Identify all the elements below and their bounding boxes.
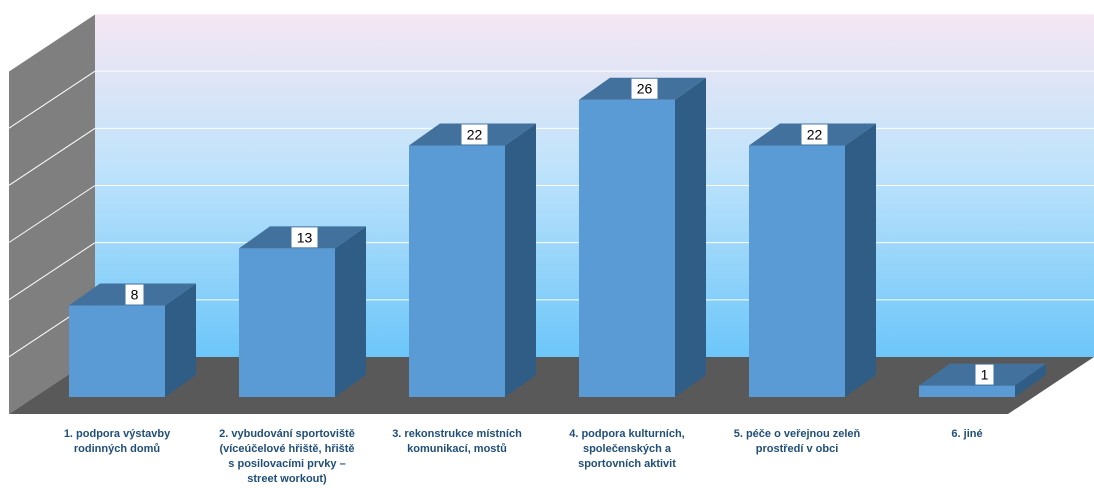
- bar-side: [335, 226, 366, 397]
- data-label-box: [461, 124, 488, 145]
- gridline-side: [8, 70, 96, 129]
- data-label-text: 13: [297, 229, 313, 245]
- gridline-side: [8, 13, 96, 72]
- gridline-side: [8, 242, 96, 301]
- data-label-text: 26: [637, 81, 653, 97]
- x-tick-label: 1. podpora výstavby rodinných domů: [63, 428, 171, 455]
- bar-side: [675, 77, 706, 397]
- bar-side: [505, 123, 536, 397]
- data-label: 26: [631, 78, 658, 99]
- bar: [749, 123, 876, 397]
- data-label-text: 22: [467, 126, 483, 142]
- bar: [409, 123, 536, 397]
- data-label: 22: [461, 124, 488, 145]
- bar-front: [579, 99, 675, 397]
- bar: [579, 77, 706, 397]
- x-tick-label: 6. jiné: [951, 428, 983, 440]
- data-label-text: 1: [981, 367, 989, 383]
- bar: [239, 226, 366, 397]
- data-label: 1: [975, 364, 994, 385]
- bar-side: [845, 123, 876, 397]
- data-label-box: [291, 227, 318, 248]
- data-label-box: [631, 78, 658, 99]
- data-label: 13: [291, 227, 318, 248]
- bar-front: [409, 145, 505, 397]
- data-label-box: [975, 364, 994, 385]
- bar-side: [165, 283, 196, 397]
- data-label-box: [801, 124, 828, 145]
- bar-front: [919, 385, 1015, 397]
- x-tick-label: 3. rekonstrukce místních komunikací, mos…: [392, 428, 522, 455]
- data-label-text: 22: [807, 126, 823, 142]
- bar-side: [1015, 363, 1046, 397]
- x-tick-label: 5. péče o veřejnou zeleň prostředí v obc…: [733, 428, 861, 455]
- data-label: 22: [801, 124, 828, 145]
- bar-front: [69, 305, 165, 397]
- gridline-side: [8, 185, 96, 243]
- x-tick-label: 2. vybudování sportoviště (víceúčelové h…: [219, 428, 355, 485]
- bar-front: [749, 145, 845, 397]
- bar-front: [239, 248, 335, 397]
- data-label-text: 8: [131, 287, 139, 303]
- data-label: 8: [125, 284, 144, 305]
- data-label-box: [125, 284, 144, 305]
- gridline-side: [8, 127, 96, 186]
- x-tick-label: 4. podpora kulturních, společenských a s…: [569, 428, 685, 470]
